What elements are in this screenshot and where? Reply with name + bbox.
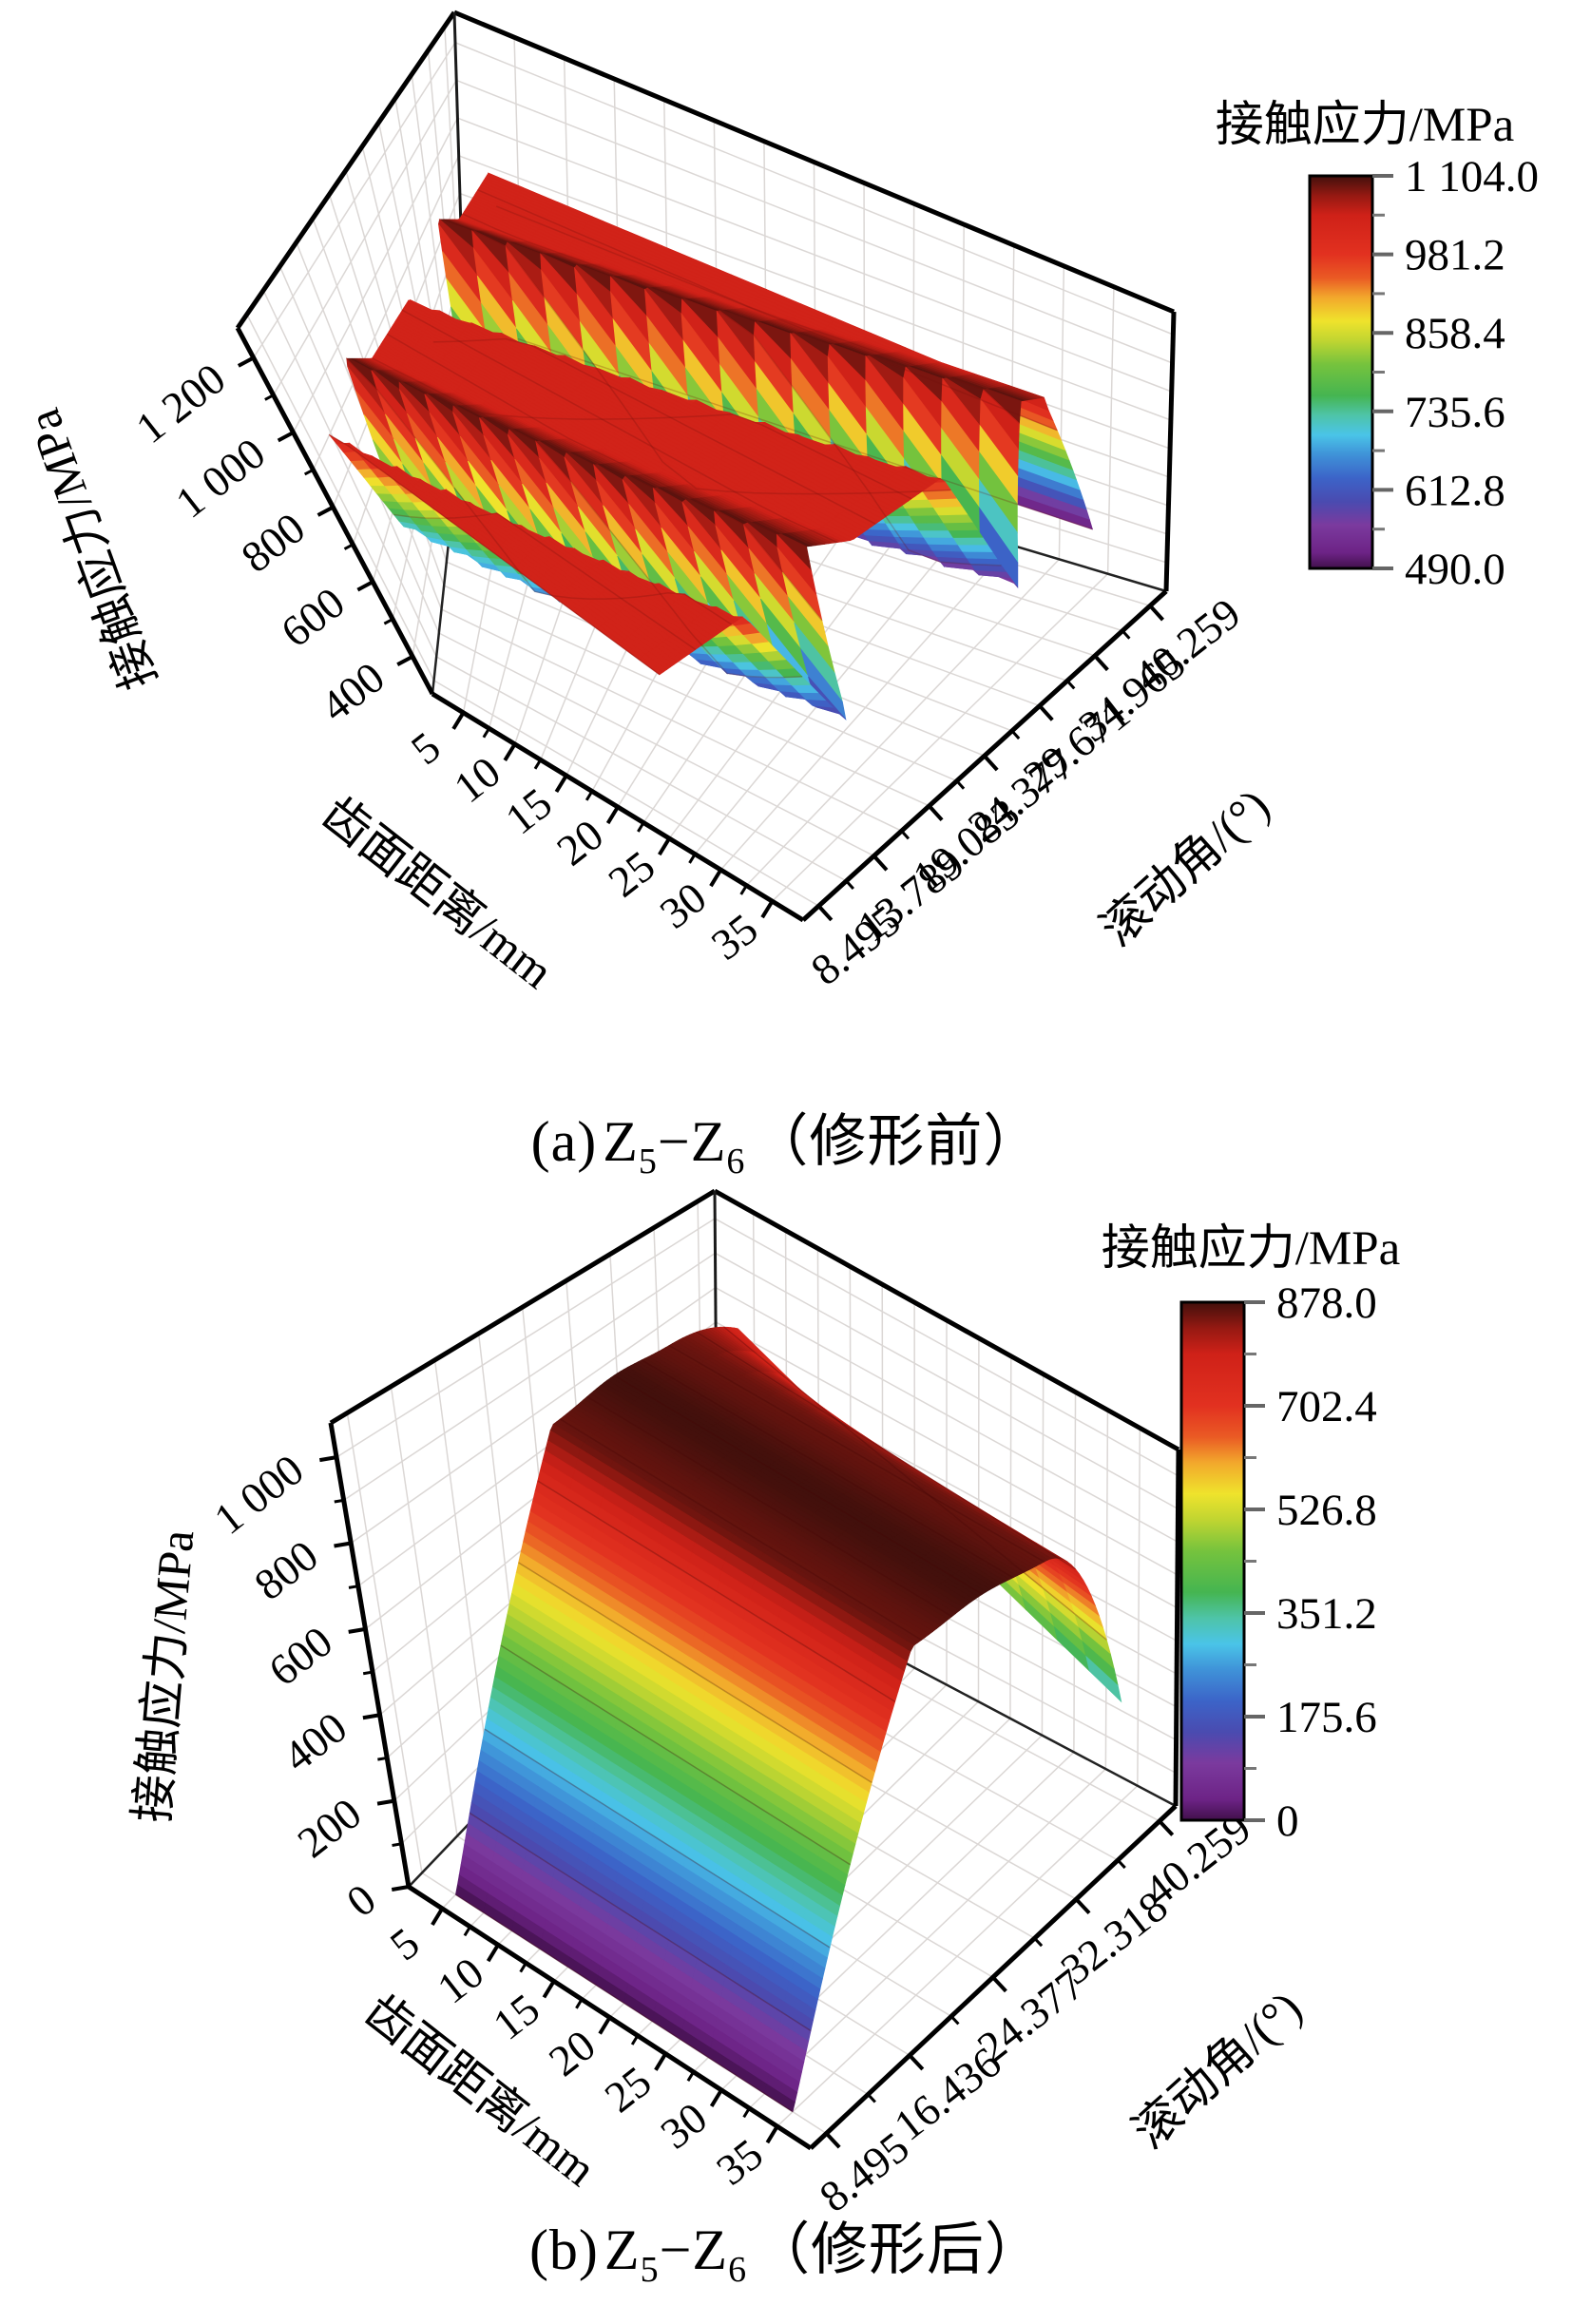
caption-a-dash: − bbox=[657, 1110, 691, 1173]
z-tick-label: 400 bbox=[274, 1702, 355, 1781]
caption-a-z1: Z bbox=[603, 1110, 639, 1173]
y-axis-title: 滚动角/(°) bbox=[1122, 1981, 1312, 2159]
colorbar-gradient bbox=[1308, 174, 1374, 570]
z-tick-label: 800 bbox=[232, 503, 314, 582]
caption-b-dash: − bbox=[659, 2218, 693, 2281]
axis-ticks bbox=[318, 1455, 1175, 2149]
z-tick-label: 400 bbox=[312, 653, 393, 732]
surface-b bbox=[455, 1326, 1122, 2113]
x-axis-title: 齿面距离/mm bbox=[355, 1984, 605, 2197]
colorbar-tick-label: 175.6 bbox=[1276, 1693, 1377, 1742]
colorbar-tick-label: 981.2 bbox=[1405, 231, 1505, 280]
colorbar-tick-label: 878.0 bbox=[1276, 1278, 1377, 1328]
caption-b: (b) Z5−Z6 （修形后） bbox=[0, 2203, 1572, 2288]
z-tick-label: 800 bbox=[245, 1531, 327, 1610]
z-tick-label: 1 000 bbox=[205, 1445, 313, 1544]
axis-ticks bbox=[237, 355, 1164, 922]
caption-b-condition: （修形后） bbox=[753, 2218, 1044, 2281]
x-tick-label: 25 bbox=[596, 2057, 661, 2122]
caption-a-z1-sub: 5 bbox=[638, 1142, 658, 1181]
caption-b-z2: Z bbox=[692, 2218, 729, 2281]
surface-mesh-lines bbox=[455, 1326, 1107, 2113]
caption-a: (a) Z5−Z6 （修形前） bbox=[0, 1095, 1572, 1180]
z-tick-label: 1 200 bbox=[126, 354, 234, 452]
z-tick-label: 1 000 bbox=[166, 429, 274, 528]
z-tick-label: 200 bbox=[289, 1789, 371, 1868]
x-tick-label: 5 bbox=[381, 1918, 429, 1969]
colorbar-tick-label: 0 bbox=[1276, 1796, 1299, 1846]
x-tick-label: 20 bbox=[540, 2021, 604, 2086]
z-tick-label: 600 bbox=[259, 1617, 341, 1696]
colorbar-tick-label: 1 104.0 bbox=[1405, 152, 1539, 202]
colorbar-gradient bbox=[1179, 1300, 1246, 1822]
caption-a-index: (a) bbox=[530, 1110, 598, 1173]
colorbar-b: 878.0 702.4 526.8 351.2 175.6 0 接触应力/MPa bbox=[1102, 1222, 1401, 1846]
caption-b-z1-sub: 5 bbox=[640, 2250, 660, 2290]
x-tick-label: 35 bbox=[702, 904, 767, 970]
caption-a-pair: Z5−Z6 bbox=[597, 1110, 751, 1180]
caption-a-z2: Z bbox=[690, 1110, 727, 1173]
z-tick-label: 600 bbox=[272, 578, 354, 657]
caption-b-z2-sub: 6 bbox=[728, 2250, 748, 2290]
colorbar-tick-label: 858.4 bbox=[1405, 309, 1505, 358]
colorbar-tick-label: 351.2 bbox=[1276, 1589, 1377, 1639]
colorbar-title: 接触应力/MPa bbox=[1216, 99, 1515, 152]
colorbar-tick-label: 612.8 bbox=[1405, 466, 1505, 515]
x-tick-label: 30 bbox=[652, 2093, 717, 2159]
z-axis-title: 接触应力/MPa bbox=[125, 1527, 204, 1824]
y-axis-title: 滚动角/(°) bbox=[1090, 778, 1279, 956]
colorbar-tick-label: 490.0 bbox=[1405, 545, 1505, 594]
caption-b-pair: Z5−Z6 bbox=[599, 2218, 753, 2288]
caption-a-condition: （修形前） bbox=[751, 1110, 1042, 1173]
x-tick-label: 10 bbox=[429, 1948, 493, 2013]
surface-a bbox=[329, 172, 1094, 721]
colorbar-title: 接触应力/MPa bbox=[1102, 1222, 1401, 1276]
x-tick-label: 15 bbox=[484, 1984, 548, 2049]
caption-a-z2-sub: 6 bbox=[726, 1142, 746, 1181]
caption-b-index: (b) bbox=[528, 2218, 599, 2281]
colorbar-tick-label: 526.8 bbox=[1276, 1486, 1377, 1535]
caption-b-z1: Z bbox=[604, 2218, 641, 2281]
plot-box-front-edges bbox=[235, 311, 1177, 923]
z-tick-label: 0 bbox=[337, 1874, 385, 1926]
colorbar-tick-label: 702.4 bbox=[1276, 1382, 1377, 1431]
colorbar-a: 1 104.0 981.2 858.4 735.6 612.8 490.0 接触应力/MPa bbox=[1216, 99, 1539, 594]
colorbar-tick-label: 735.6 bbox=[1405, 388, 1505, 437]
x-tick-label: 5 bbox=[402, 722, 450, 774]
surface-mesh-lines bbox=[328, 189, 1093, 679]
z-axis-title: 接触应力/MPa bbox=[16, 402, 166, 696]
x-tick-label: 35 bbox=[707, 2129, 772, 2195]
